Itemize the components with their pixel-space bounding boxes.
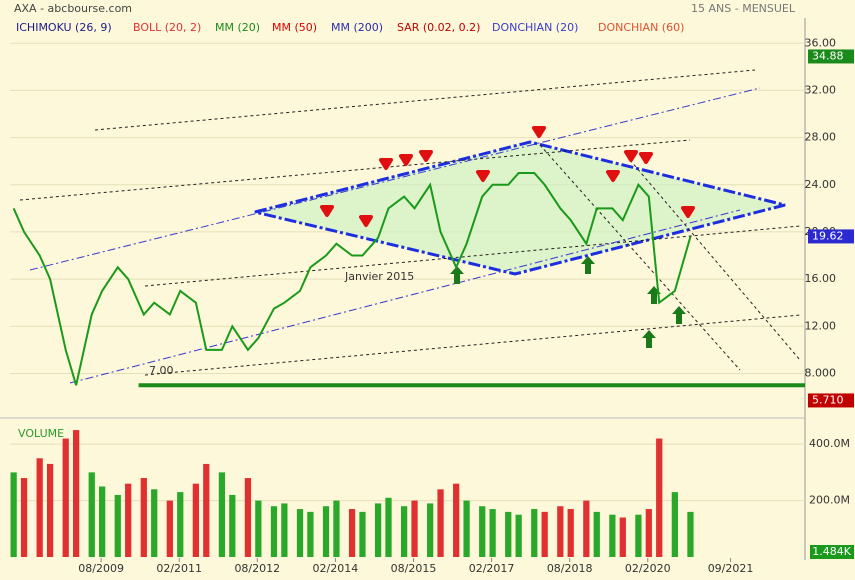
volume-title: VOLUME	[18, 427, 64, 440]
y-tick-label: 12.00	[805, 319, 837, 332]
volume-bar	[505, 511, 512, 557]
x-tick-label: 08/2009	[78, 562, 124, 575]
annotation: Janvier 2015	[344, 270, 414, 283]
volume-bar	[114, 494, 121, 557]
volume-bar	[203, 463, 210, 557]
x-tick-label: 09/2021	[708, 562, 754, 575]
volume-bar	[645, 509, 652, 557]
volume-bar	[453, 483, 460, 557]
y-tick-label: 200.0M	[809, 494, 850, 507]
volume-bar	[583, 500, 590, 557]
legend-entry: BOLL (20, 2)	[133, 21, 201, 34]
legend-entry: ICHIMOKU (26, 9)	[16, 21, 112, 34]
volume-bar	[541, 511, 548, 557]
volume-bar	[593, 511, 600, 557]
volume-bar	[151, 489, 158, 557]
volume-bar	[99, 486, 106, 557]
volume-bar	[62, 438, 69, 557]
volume-bar	[322, 506, 330, 557]
volume-bar	[479, 506, 486, 557]
volume-bar	[270, 506, 278, 557]
volume-bar	[671, 492, 678, 557]
price-label: 5.710	[812, 393, 844, 406]
volume-bar	[72, 430, 80, 557]
y-tick-label: 16.00	[805, 272, 837, 285]
volume-bar	[140, 478, 147, 557]
volume-bar	[281, 503, 288, 557]
volume-bar	[427, 503, 434, 557]
volume-bar	[20, 478, 28, 557]
volume-bar	[296, 509, 304, 557]
volume-last-label: 1.484K	[812, 545, 851, 558]
x-tick-label: 08/2012	[234, 562, 280, 575]
support-label: 7.00	[149, 364, 174, 377]
volume-bar	[385, 497, 392, 557]
y-tick-label: 8.000	[805, 366, 837, 379]
volume-bar	[229, 494, 236, 557]
volume-bar	[192, 483, 199, 557]
volume-bar	[36, 458, 43, 557]
price-label: 34.88	[812, 49, 844, 62]
y-tick-label: 400.0M	[809, 437, 850, 450]
value-badge	[810, 545, 854, 559]
volume-bar	[687, 511, 694, 557]
volume-bar	[88, 472, 95, 557]
volume-bar	[255, 500, 262, 557]
chart-subtitle: 15 ANS - MENSUEL	[691, 2, 796, 15]
legend-entry: MM (50)	[272, 21, 317, 34]
legend-entry: MM (20)	[215, 21, 260, 34]
trend-lines	[19, 69, 801, 384]
volume-bar	[359, 511, 366, 557]
volume-bar	[411, 500, 418, 557]
price-line	[12, 171, 692, 386]
x-tick-label: 08/2015	[391, 562, 437, 575]
volume-bar	[656, 438, 663, 557]
volume-bar	[374, 503, 382, 557]
x-tick-label: 02/2020	[625, 562, 671, 575]
volume-bar	[177, 492, 184, 557]
volume-bar	[244, 478, 252, 557]
volume-bar	[557, 506, 564, 557]
price-badge	[808, 393, 854, 408]
volume-bar	[635, 514, 642, 557]
y-tick-label: 32.00	[805, 83, 837, 96]
volume-bar	[400, 506, 408, 557]
y-tick-label: 28.00	[805, 131, 837, 144]
legend-entry: MM (200)	[331, 21, 383, 34]
volume-bar	[463, 500, 470, 557]
chart-title: AXA - abcbourse.com	[14, 2, 132, 15]
price-badge	[808, 49, 854, 64]
volume-bar	[619, 517, 626, 557]
y-tick-label: 36.00	[805, 36, 837, 49]
x-tick-label: 02/2017	[469, 562, 515, 575]
price-badge	[808, 229, 854, 244]
volume-bar	[609, 514, 616, 557]
legend-entry: DONCHIAN (60)	[598, 21, 684, 34]
volume-bar	[166, 500, 173, 557]
volume-bar	[10, 472, 17, 557]
x-tick-label: 08/2018	[547, 562, 593, 575]
volume-bar	[348, 509, 356, 557]
volume-bar	[489, 509, 496, 557]
volume-bar	[307, 511, 314, 557]
volume-bar	[46, 463, 54, 557]
volume-bar	[125, 483, 132, 557]
volume-bar	[437, 489, 444, 557]
price-label: 19.62	[812, 229, 844, 242]
volume-bar	[333, 500, 340, 557]
volume-bar	[515, 514, 522, 557]
y-tick-label: 24.00	[805, 178, 837, 191]
volume-bar	[567, 509, 574, 557]
x-tick-label: 02/2011	[156, 562, 202, 575]
signal-arrows	[320, 126, 695, 348]
x-tick-label: 02/2014	[313, 562, 359, 575]
legend-entry: SAR (0.02, 0.2)	[397, 21, 480, 34]
legend-entry: DONCHIAN (20)	[492, 21, 578, 34]
volume-bar	[218, 472, 226, 557]
volume-bar	[531, 509, 538, 557]
